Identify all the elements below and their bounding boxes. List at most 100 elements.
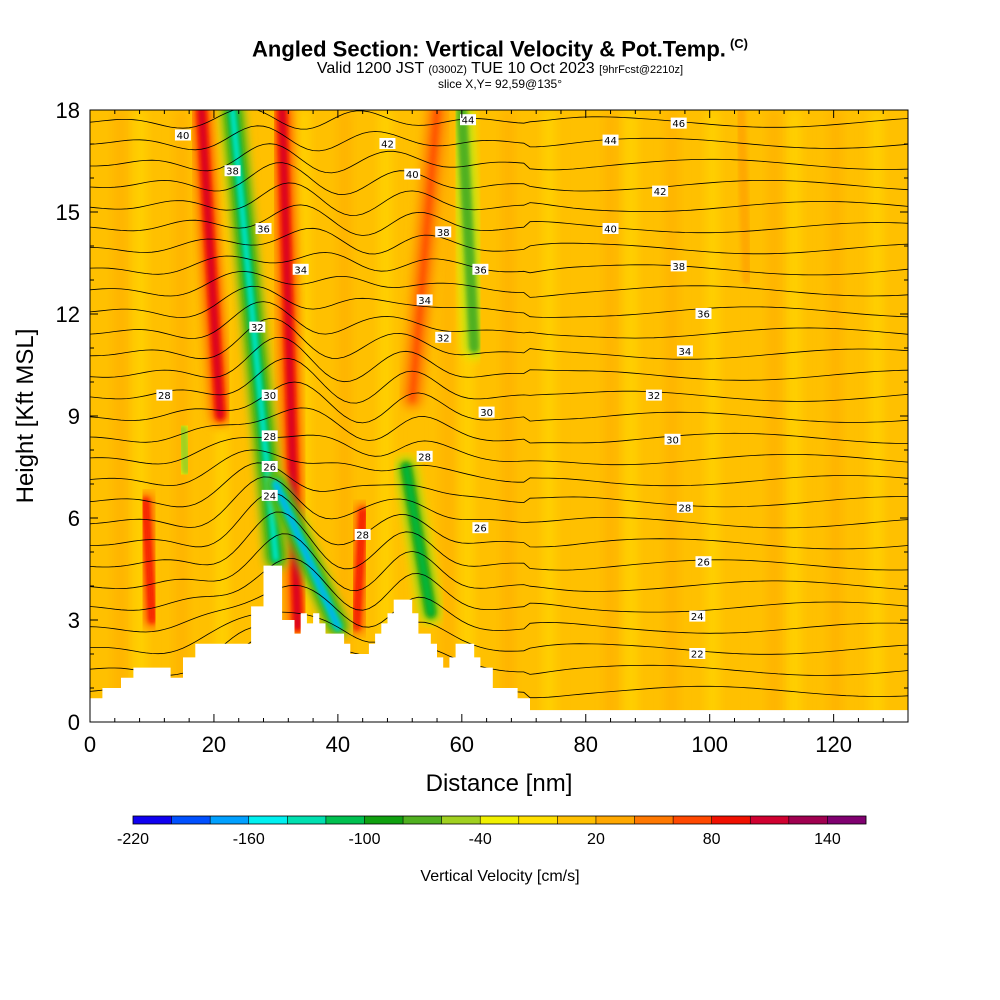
pot-temp-label: 46 [670,117,687,130]
pot-temp-contour [90,68,908,89]
pot-temp-label-text: 26 [263,463,276,474]
field-texture-column [440,110,453,722]
field-texture-column [768,110,781,722]
colorbar-swatch [711,816,751,824]
pot-temp-label: 26 [261,461,278,474]
pot-temp-label-text: 38 [226,167,239,178]
pot-temp-label-bg [404,168,421,180]
colorbar-swatch [210,816,250,824]
x-tick-label: 20 [202,732,226,757]
colorbar-swatch [325,816,365,824]
pot-temp-label: 38 [224,165,241,178]
field-texture-column [543,110,556,722]
colorbar [132,815,867,825]
pot-temp-contour [90,462,908,508]
pot-temp-label-bg [261,389,278,401]
pot-temp-label-bg [676,501,693,513]
y-tick-label: 6 [68,506,80,531]
pot-temp-label-text: 30 [666,435,679,446]
x-axis-title: Distance [nm] [426,770,573,797]
colorbar-tick-label: -100 [348,831,380,848]
colorbar-tick-label: 20 [587,831,605,848]
field-texture-column [400,110,413,722]
field-texture-column [379,110,392,722]
y-tick-labels: 0 3 6 9 12 15 18 [56,98,80,735]
pot-temp-contour [90,110,908,130]
pot-temp-label: 28 [156,389,173,402]
pot-temp-label-bg [416,294,433,306]
colorbar-swatch [171,816,211,824]
pot-temp-contour [90,407,908,444]
pot-temp-label-text: 24 [691,612,704,623]
pot-temp-label: 34 [292,263,309,276]
pot-temp-label-bg [670,260,687,272]
pot-temp-label-bg [224,165,241,177]
pot-temp-contour [90,204,908,236]
pot-temp-label: 42 [652,185,669,198]
field-texture-column [502,110,515,722]
pot-temp-contour [90,182,908,216]
pot-temp-contour [90,125,908,152]
chart-title: Angled Section: Vertical Velocity & Pot.… [0,36,1000,62]
pot-temp-label-text: 22 [691,650,704,661]
colorbar-frame [132,815,867,825]
pot-temp-contour [90,492,908,550]
pot-temp-contour [90,317,908,360]
colorbar-swatch [595,816,635,824]
pot-temp-label: 30 [478,406,495,419]
pot-temp-label-text: 38 [437,228,450,239]
pot-temp-label-text: 36 [474,265,487,276]
pot-temp-contour [90,301,908,339]
pot-temp-label-text: 26 [697,558,710,569]
pot-temp-label-bg [261,489,278,501]
pot-temp-label-bg [695,556,712,568]
colorbar-swatch [557,816,597,824]
pot-temp-label: 34 [416,294,433,307]
x-tick-label: 0 [84,732,96,757]
colorbar-swatch [403,816,442,824]
colorbar-tick-label: -160 [233,831,265,848]
pot-temp-contour [90,625,908,676]
y-tick-label: 12 [56,302,80,327]
valid-prefix: Valid 1200 JST [316,60,424,77]
pot-temp-contour [90,227,908,255]
pot-temp-label: 40 [174,129,191,142]
pot-temp-label-bg [354,529,371,540]
pot-temp-label: 40 [602,223,619,236]
pot-temp-label-text: 30 [480,408,493,419]
pot-temp-label-text: 24 [263,491,276,502]
updraft-band [143,499,154,622]
pot-temp-label: 36 [695,308,712,321]
pot-temp-label: 28 [354,529,371,542]
pot-temp-label: 24 [261,489,278,502]
colorbar-swatch [634,816,674,824]
pot-temp-contour [90,357,908,404]
colorbar-swatch [364,816,404,824]
pot-temp-label-text: 30 [263,391,276,402]
pot-temp-label-bg [689,610,706,622]
colorbar-swatch [441,816,481,824]
pot-temp-label-text: 32 [251,323,264,334]
x-tick-label: 80 [574,732,598,757]
pot-temp-contour [90,381,908,424]
pot-temp-label-text: 44 [462,116,475,127]
pot-temp-label: 38 [670,260,687,273]
slice-info: slice X,Y= 92,59@135° [437,77,563,91]
y-tick-label: 15 [56,200,80,225]
colorbar-swatch [788,816,828,824]
downdraft-band [180,427,189,473]
field-texture-column [870,110,883,722]
valid-date: TUE 10 Oct 2023 [471,60,595,77]
pot-temp-label-bg [670,117,687,129]
pot-temp-label-text: 28 [418,452,431,463]
pot-temp-label-bg [472,522,489,534]
pot-temp-label: 32 [435,331,452,344]
pot-temp-label-text: 34 [418,296,431,307]
colorbar-tick-label: -220 [117,831,149,848]
pot-temp-label-bg [435,331,452,343]
pot-temp-label: 32 [249,321,266,334]
pot-temp-label-text: 46 [672,119,685,130]
pot-temp-label: 36 [255,223,272,236]
pot-temp-contour [90,271,908,298]
